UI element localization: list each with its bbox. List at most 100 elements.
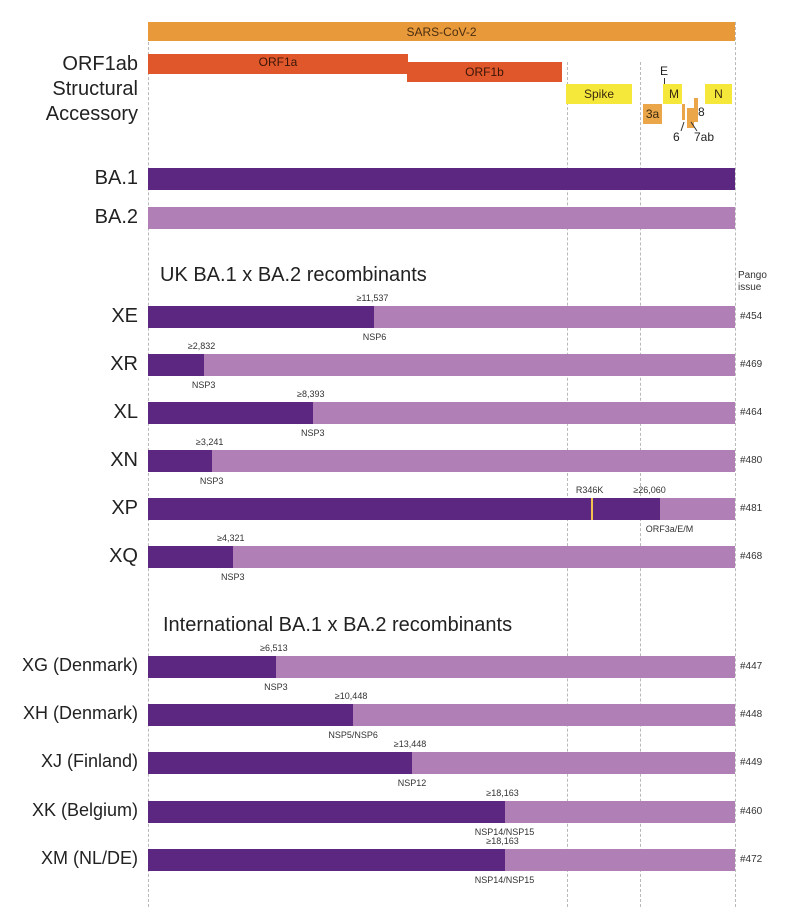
pango-issue-link[interactable]: #460 <box>740 806 763 817</box>
breakpoint-label: ≥3,241 <box>195 437 224 447</box>
ba1-segment <box>148 849 505 871</box>
genome-title: SARS-CoV-2 <box>406 24 477 39</box>
recombinant-name: XP <box>111 497 138 519</box>
gene-spike-label: Spike <box>583 87 615 101</box>
recombinant-name: XG (Denmark) <box>21 655 138 675</box>
ba1-segment <box>148 752 412 774</box>
recombinant-name: XH (Denmark) <box>22 703 138 723</box>
recombinant-name: XK (Belgium) <box>31 800 138 820</box>
recombinant-bar <box>148 801 735 823</box>
gene-orf1b: ORF1b <box>407 62 562 82</box>
genome-bar: SARS-CoV-2 <box>148 22 735 41</box>
breakpoint-region: NSP3 <box>199 476 224 486</box>
breakpoint-region: NSP6 <box>362 332 387 342</box>
pango-issue-link[interactable]: #481 <box>740 503 763 514</box>
gene-orf7ab-label: 7ab <box>694 130 715 144</box>
pango-issue-link[interactable]: #472 <box>740 854 763 865</box>
recombinant-bar <box>148 402 735 424</box>
recombinant-name: XR <box>110 353 138 375</box>
gene-orf8-label: 8 <box>698 105 705 119</box>
guide-line-spike-start <box>567 62 568 907</box>
recombinant-bar <box>148 306 735 328</box>
gene-m: M <box>666 84 682 104</box>
breakpoint-label: ≥18,163 <box>486 788 519 798</box>
label-structural: Structural <box>52 78 138 100</box>
ba1-segment <box>148 450 212 472</box>
breakpoint-region: ORF3a/E/M <box>645 524 694 534</box>
gene-e-bar <box>663 84 666 104</box>
recombinant-bar <box>148 450 735 472</box>
guide-line-genome-end <box>735 22 736 907</box>
gene-n-label: N <box>714 87 723 101</box>
ba1-segment <box>148 656 276 678</box>
gene-orf6-bar <box>682 104 685 120</box>
ba1-segment <box>148 498 660 520</box>
breakpoint-label: ≥4,321 <box>217 533 245 543</box>
gene-orf3a-label: 3a <box>645 107 660 121</box>
ba1-segment <box>148 801 505 823</box>
recombinant-name: XE <box>111 305 138 327</box>
ba1-segment <box>148 306 375 328</box>
breakpoint-region: NSP3 <box>221 572 245 582</box>
gene-n: N <box>705 84 732 104</box>
gene-e-label: E <box>660 64 669 78</box>
orf7ab-leader-line <box>690 121 698 132</box>
ba1-segment <box>148 704 354 726</box>
ba1-bar <box>148 168 735 190</box>
breakpoint-region: NSP12 <box>397 778 427 788</box>
mutation-marker <box>590 498 593 520</box>
label-orf1ab: ORF1ab <box>62 53 138 75</box>
orf6-leader-line <box>680 121 685 132</box>
pango-issue-link[interactable]: #448 <box>740 709 763 720</box>
gene-spike: Spike <box>566 84 632 104</box>
ba1-segment <box>148 402 313 424</box>
recombinant-bar <box>148 752 735 774</box>
breakpoint-region: NSP3 <box>191 380 216 390</box>
recombinant-name: XQ <box>109 545 138 567</box>
pango-issue-link[interactable]: #469 <box>740 359 763 370</box>
section-title-uk: UK BA.1 x BA.2 recombinants <box>160 264 427 286</box>
mutation-label: R346K <box>575 485 604 495</box>
recombinant-bar <box>148 498 735 520</box>
recombinant-bar <box>148 354 735 376</box>
ba1-segment <box>148 354 204 376</box>
ba1-segment <box>148 546 233 568</box>
breakpoint-label: ≥10,448 <box>334 691 368 701</box>
recombinant-name: XJ (Finland) <box>40 751 138 771</box>
gene-orf3a: 3a <box>643 104 662 124</box>
recombinant-bar <box>148 849 735 871</box>
gene-orf1b-label: ORF1b <box>465 65 504 79</box>
breakpoint-label: ≥11,537 <box>356 293 389 303</box>
gene-orf1a-label: ORF1a <box>258 55 298 69</box>
pango-issue-header: Pango issue <box>738 270 767 293</box>
guide-line-spike-end <box>640 62 641 907</box>
recombinant-name: XM (NL/DE) <box>40 848 138 868</box>
label-ba2: BA.2 <box>94 206 138 228</box>
gene-e-tick <box>664 78 665 87</box>
pango-issue-link[interactable]: #449 <box>740 757 763 768</box>
pango-issue-link[interactable]: #447 <box>740 661 763 672</box>
gene-orf6-label: 6 <box>673 130 680 144</box>
breakpoint-region: NSP5/NSP6 <box>328 730 378 740</box>
label-accessory: Accessory <box>45 103 138 125</box>
breakpoint-label: ≥13,448 <box>393 739 427 749</box>
ba2-bar <box>148 207 735 229</box>
pango-issue-link[interactable]: #480 <box>740 455 763 466</box>
accessory-leader-lines <box>680 121 698 132</box>
breakpoint-region: NSP3 <box>300 428 325 438</box>
recombinant-name: XL <box>113 401 138 423</box>
breakpoint-region: NSP3 <box>264 682 288 692</box>
pango-issue-link[interactable]: #464 <box>740 407 763 418</box>
section-title-international: International BA.1 x BA.2 recombinants <box>163 614 513 636</box>
gene-orf1a: ORF1a <box>148 54 408 74</box>
pango-issue-link[interactable]: #454 <box>740 311 763 322</box>
breakpoint-label: ≥26,060 <box>633 485 666 495</box>
pango-issue-link[interactable]: #468 <box>740 551 763 562</box>
breakpoint-label: ≥6,513 <box>260 643 288 653</box>
recombinant-bar <box>148 656 735 678</box>
breakpoint-label: ≥18,163 <box>486 836 519 846</box>
recombinant-name: XN <box>110 449 138 471</box>
gene-orf7ab-bar <box>687 108 694 128</box>
recombinant-bar <box>148 704 735 726</box>
